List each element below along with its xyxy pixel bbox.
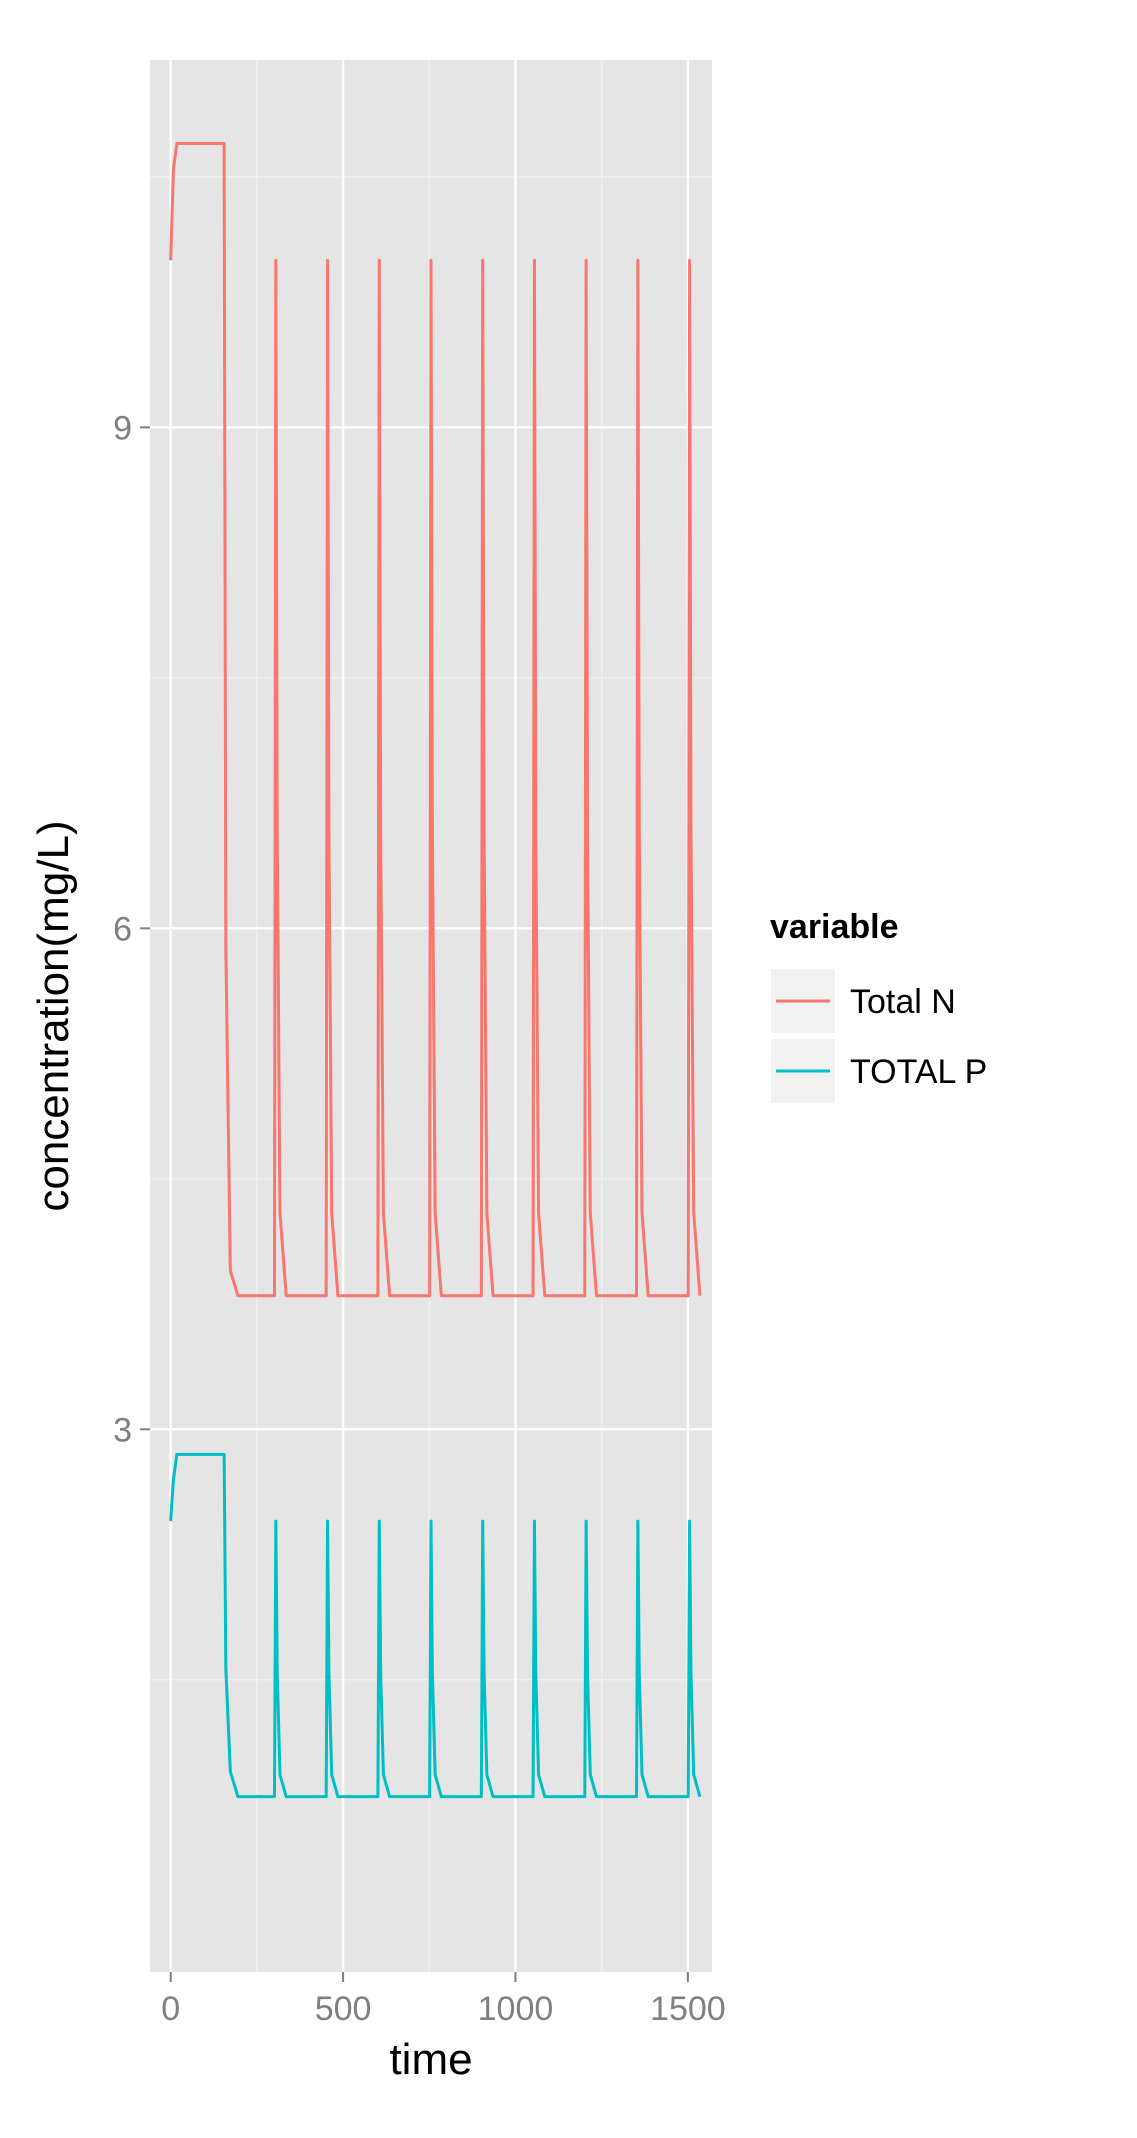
legend: variable Total N TOTAL P [769, 908, 987, 1105]
series-group [169, 141, 702, 1799]
legend-title: variable [770, 908, 899, 946]
x-tick-label: 0 [161, 1990, 180, 2028]
legend-label: Total N [850, 983, 956, 1021]
y-tick-label: 3 [113, 1411, 132, 1449]
x-tick-label: 500 [315, 1990, 372, 2028]
series-line-total-p [169, 1452, 702, 1799]
y-tick-label: 6 [113, 910, 132, 948]
y-axis-title: concentration(mg/L) [29, 820, 78, 1211]
x-tick-label: 1000 [478, 1990, 554, 2028]
x-tick-label: 1500 [650, 1990, 726, 2028]
y-tick-label: 9 [113, 409, 132, 447]
legend-label: TOTAL P [850, 1053, 987, 1091]
series-line-total-n [169, 141, 702, 1298]
axes: 0 500 1000 1500 3 6 9 time concentration(mg/L) [29, 409, 726, 2084]
x-axis-title: time [389, 2035, 472, 2084]
